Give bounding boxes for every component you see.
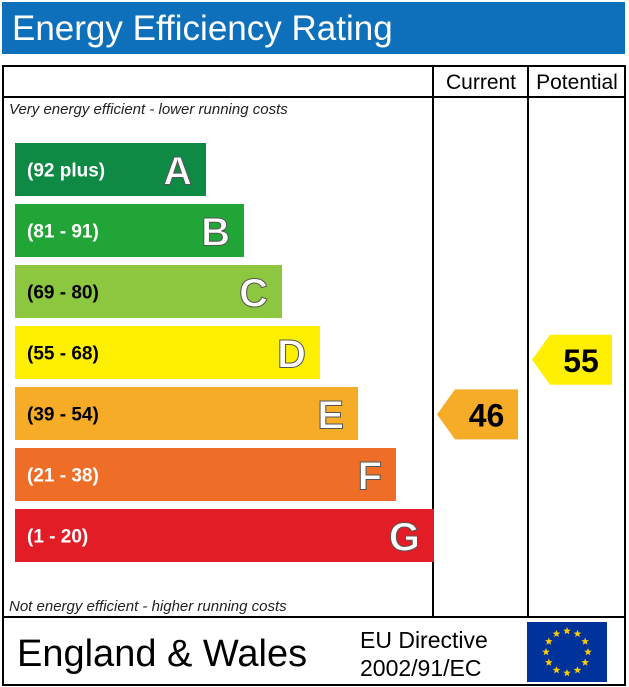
band-e (15, 387, 358, 440)
band-a-letter: A (163, 150, 192, 194)
footer-directive: EU Directive 2002/91/EC (360, 626, 488, 682)
band-f-range: (21 - 38) (27, 466, 99, 487)
band-c-letter: C (239, 272, 268, 316)
directive-line-2: 2002/91/EC (360, 655, 482, 681)
potential-rating-value: 55 (563, 343, 599, 379)
eu-flag-star (573, 666, 582, 674)
band-b-letter: B (201, 211, 230, 255)
band-c (15, 265, 282, 318)
eu-flag-star (573, 629, 582, 638)
band-b (15, 204, 244, 257)
band-c-range: (69 - 80) (27, 283, 99, 304)
band-b-range: (81 - 91) (27, 222, 99, 243)
top-caption: Very energy efficient - lower running co… (9, 101, 288, 118)
chart-border (2, 65, 626, 686)
eu-flag-star (584, 648, 592, 656)
band-a (15, 143, 206, 196)
rating-markers: 46 55 (437, 334, 612, 440)
band-f-letter: F (358, 455, 382, 499)
band-e-letter: E (317, 394, 344, 438)
eu-flag-icon (527, 622, 607, 682)
eu-flag-star (552, 629, 561, 638)
band-f (15, 448, 396, 501)
current-column-header: Current (446, 71, 516, 94)
bottom-caption: Not energy efficient - higher running co… (9, 598, 287, 615)
potential-column-header: Potential (536, 71, 618, 94)
band-g (15, 509, 434, 562)
band-d (15, 326, 320, 379)
directive-line-1: EU Directive (360, 627, 488, 653)
eu-flag-star (563, 627, 571, 635)
band-a-range: (92 plus) (27, 161, 105, 182)
band-d-letter: D (277, 333, 306, 377)
page-title: Energy Efficiency Rating (2, 2, 625, 54)
eu-flag-star (545, 658, 553, 666)
potential-rating-arrow (532, 334, 612, 385)
band-e-range: (39 - 54) (27, 405, 99, 426)
band-d-range: (55 - 68) (27, 344, 99, 365)
rating-bands: (92 plus) A (81 - 91) B (69 - 80) C (55 - 68) D… (15, 143, 434, 562)
footer-region: England & Wales (17, 633, 308, 675)
eu-flag-star (552, 666, 561, 674)
band-g-letter: G (389, 516, 420, 560)
eu-flag-star (581, 658, 589, 666)
band-g-range: (1 - 20) (27, 527, 88, 548)
eu-flag-star (563, 669, 571, 677)
eu-flag-star (542, 648, 550, 656)
eu-flag-star (581, 637, 589, 645)
current-rating-value: 46 (469, 397, 505, 433)
eu-flag-star (545, 637, 553, 645)
current-rating-arrow (437, 389, 518, 440)
